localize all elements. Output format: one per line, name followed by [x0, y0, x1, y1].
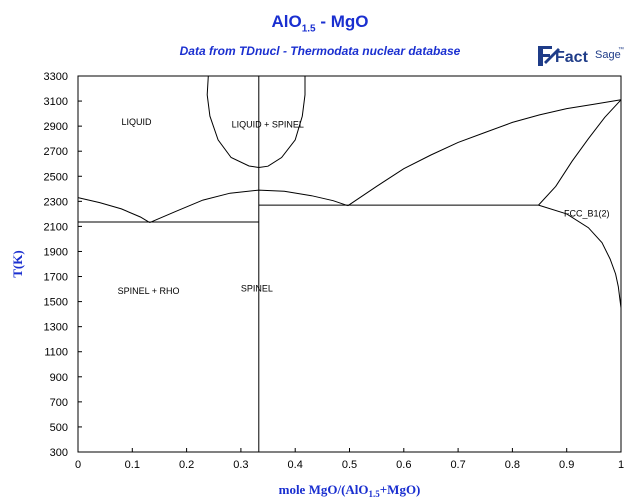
y-tick-label: 3100 [44, 96, 68, 108]
x-tick-label: 1 [618, 459, 624, 471]
x-tick-label: 0.1 [125, 459, 140, 471]
axis-ticks: 0 0.1 0.2 0.3 0.4 0.5 0.6 0.7 0.8 0.9 130050070090… [44, 71, 625, 471]
x-tick-label: 0 [75, 459, 81, 471]
x-tick-label: 0.5 [342, 459, 357, 471]
y-tick-label: 2900 [44, 121, 68, 133]
x-tick-label: 0.6 [396, 459, 411, 471]
x-tick-label: 0.8 [505, 459, 520, 471]
phase-region-label: LIQUID + SPINEL [232, 119, 304, 129]
x-tick-label: 0.3 [233, 459, 248, 471]
title-subscript: 1.5 [301, 23, 316, 35]
y-tick-label: 1300 [44, 322, 68, 334]
title-main: AlO [271, 12, 302, 31]
phase-region-label: SPINEL [241, 284, 273, 294]
y-tick-label: 1500 [44, 297, 68, 309]
logo-text-secondary: Sage [595, 49, 621, 61]
x-tick-label: 0.9 [559, 459, 574, 471]
phase-region-label: FCC_B1(2) [564, 208, 610, 218]
y-tick-label: 2300 [44, 196, 68, 208]
y-axis-label: T(K) [10, 250, 25, 277]
phase-region-label: SPINEL + RHO [118, 286, 180, 296]
phase-boundary-line [538, 99, 622, 206]
phase-boundary-line [149, 189, 349, 224]
x-tick-label: 0.7 [450, 459, 465, 471]
x-label-prefix: mole MgO/(AlO [279, 482, 369, 497]
phase-boundary-line [206, 75, 306, 169]
y-tick-label: 3300 [44, 71, 68, 83]
phase-boundaries [77, 75, 622, 452]
logo-text-main: Fact [555, 49, 589, 66]
y-tick-label: 300 [50, 447, 68, 459]
chart-title: AlO1.5 - MgO [0, 12, 640, 34]
x-tick-label: 0.2 [179, 459, 194, 471]
factsage-logo: Fact Sage ™ [534, 40, 626, 74]
phase-boundary-line [538, 204, 622, 308]
y-tick-label: 1700 [44, 272, 68, 284]
plot-frame [77, 75, 622, 453]
y-tick-label: 2500 [44, 171, 68, 183]
subtitle-text: Data from TDnucl - Thermodata nuclear da… [179, 44, 461, 58]
y-tick-label: 2700 [44, 146, 68, 158]
x-axis-label: mole MgO/(AlO1.5+MgO) [279, 482, 421, 499]
y-tick-label: 900 [50, 372, 68, 384]
phase-region-labels: LIQUID LIQUID + SPINEL FCC_B1(2) SPINEL + R… [118, 117, 610, 296]
y-tick-label: 1900 [44, 246, 68, 258]
title-rest: - MgO [315, 12, 369, 31]
phase-boundary-line [77, 197, 150, 224]
logo-trademark: ™ [618, 46, 624, 53]
y-tick-label: 700 [50, 397, 68, 409]
y-tick-label: 500 [50, 422, 68, 434]
phase-boundary-line [347, 99, 622, 207]
x-label-subscript: 1.5 [369, 489, 381, 499]
phase-region-label: LIQUID [121, 117, 152, 127]
y-tick-label: 2100 [44, 221, 68, 233]
y-tick-label: 1100 [44, 347, 68, 359]
factsage-logo-graphic: Fact Sage ™ [538, 46, 624, 66]
chart-subtitle: Data from TDnucl - Thermodata nuclear da… [0, 42, 640, 60]
x-label-suffix: +MgO) [380, 482, 421, 497]
x-tick-label: 0.4 [288, 459, 303, 471]
